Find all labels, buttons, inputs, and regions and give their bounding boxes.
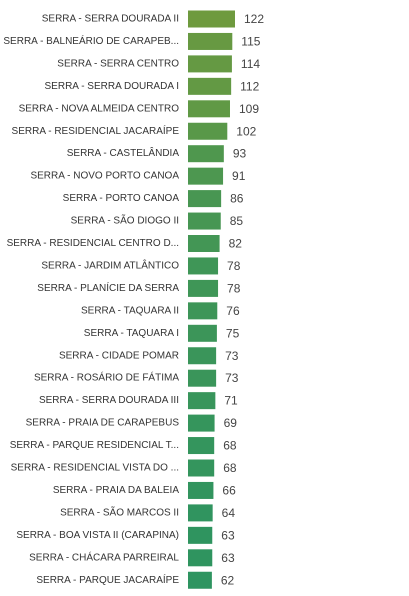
category-label: SERRA - TAQUARA II: [81, 305, 179, 316]
bar[interactable]: [188, 369, 217, 387]
bar[interactable]: [188, 347, 217, 365]
bar[interactable]: [188, 167, 224, 185]
value-label: 62: [221, 573, 235, 587]
value-label: 69: [224, 416, 238, 430]
value-label: 102: [236, 124, 256, 138]
category-label: SERRA - PARQUE JACARAÍPE: [36, 573, 179, 586]
bar[interactable]: [188, 414, 215, 432]
category-label: SERRA - TAQUARA I: [84, 328, 179, 339]
category-label: SERRA - SERRA CENTRO: [57, 58, 179, 69]
bar[interactable]: [188, 212, 221, 230]
value-label: 91: [232, 169, 246, 183]
value-label: 68: [223, 461, 237, 475]
value-label: 63: [221, 551, 235, 565]
category-label: SERRA - SÃO DIOGO II: [71, 214, 179, 227]
bar[interactable]: [188, 279, 219, 297]
category-label: SERRA - SERRA DOURADA III: [39, 395, 179, 406]
value-label: 93: [233, 147, 247, 161]
category-label: SERRA - SERRA DOURADA I: [45, 81, 179, 92]
category-label: SERRA - NOVO PORTO CANOA: [30, 171, 179, 182]
category-label: SERRA - NOVA ALMEIDA CENTRO: [19, 103, 180, 114]
value-label: 66: [222, 483, 236, 497]
value-label: 73: [225, 349, 239, 363]
bar[interactable]: [188, 571, 212, 589]
bar[interactable]: [188, 549, 213, 567]
value-label: 109: [239, 102, 259, 116]
value-label: 68: [223, 439, 237, 453]
value-label: 86: [230, 192, 244, 206]
value-label: 114: [241, 57, 260, 71]
bar[interactable]: [188, 32, 233, 50]
category-label: SERRA - ROSÁRIO DE FÁTIMA: [34, 371, 179, 384]
category-label: SERRA - JARDIM ATLÂNTICO: [41, 258, 179, 271]
bar[interactable]: [188, 526, 213, 544]
value-label: 71: [224, 394, 238, 408]
value-label: 64: [222, 506, 236, 520]
category-label: SERRA - RESIDENCIAL CENTRO D...: [7, 238, 179, 249]
category-label: SERRA - BOA VISTA II (CARAPINA): [16, 530, 179, 541]
bar[interactable]: [188, 55, 232, 73]
value-label: 112: [240, 79, 259, 93]
bar[interactable]: [188, 459, 215, 477]
bar[interactable]: [188, 302, 218, 320]
category-label: SERRA - SÃO MARCOS II: [60, 505, 179, 518]
value-label: 78: [227, 281, 241, 295]
value-label: 82: [229, 237, 243, 251]
bar[interactable]: [188, 145, 224, 163]
category-label: SERRA - PORTO CANOA: [63, 193, 180, 204]
bar[interactable]: [188, 481, 214, 499]
category-label: SERRA - PRAIA DE CARAPEBUS: [26, 418, 180, 429]
category-label: SERRA - RESIDENCIAL JACARAÍPE: [12, 124, 180, 137]
category-label: SERRA - CIDADE POMAR: [59, 350, 179, 361]
category-label: SERRA - PRAIA DA BALEIA: [53, 485, 179, 496]
value-label: 75: [226, 326, 240, 340]
category-label: SERRA - CASTELÂNDIA: [67, 146, 180, 159]
bar[interactable]: [188, 437, 215, 455]
bar[interactable]: [188, 257, 219, 275]
value-label: 115: [241, 34, 260, 48]
value-label: 73: [225, 371, 239, 385]
bar[interactable]: [188, 77, 232, 95]
category-label: SERRA - CHÁCARA PARREIRAL: [29, 550, 179, 563]
bar[interactable]: [188, 392, 216, 410]
bar[interactable]: [188, 324, 217, 342]
category-label: SERRA - PLANÍCIE DA SERRA: [37, 281, 179, 294]
bar[interactable]: [188, 190, 222, 208]
bar[interactable]: [188, 100, 230, 118]
value-label: 122: [244, 12, 264, 26]
value-label: 85: [230, 214, 244, 228]
category-label: SERRA - PARQUE RESIDENCIAL T...: [10, 440, 179, 451]
bar[interactable]: [188, 10, 235, 28]
bar[interactable]: [188, 504, 213, 522]
bar[interactable]: [188, 122, 228, 140]
value-label: 76: [226, 304, 240, 318]
bar[interactable]: [188, 235, 220, 252]
category-label: SERRA - BALNEÁRIO DE CARAPEB...: [3, 34, 179, 47]
category-label: SERRA - RESIDENCIAL VISTA DO ...: [11, 463, 179, 474]
value-label: 78: [227, 259, 241, 273]
category-label: SERRA - SERRA DOURADA II: [42, 14, 179, 25]
value-label: 63: [221, 528, 235, 542]
